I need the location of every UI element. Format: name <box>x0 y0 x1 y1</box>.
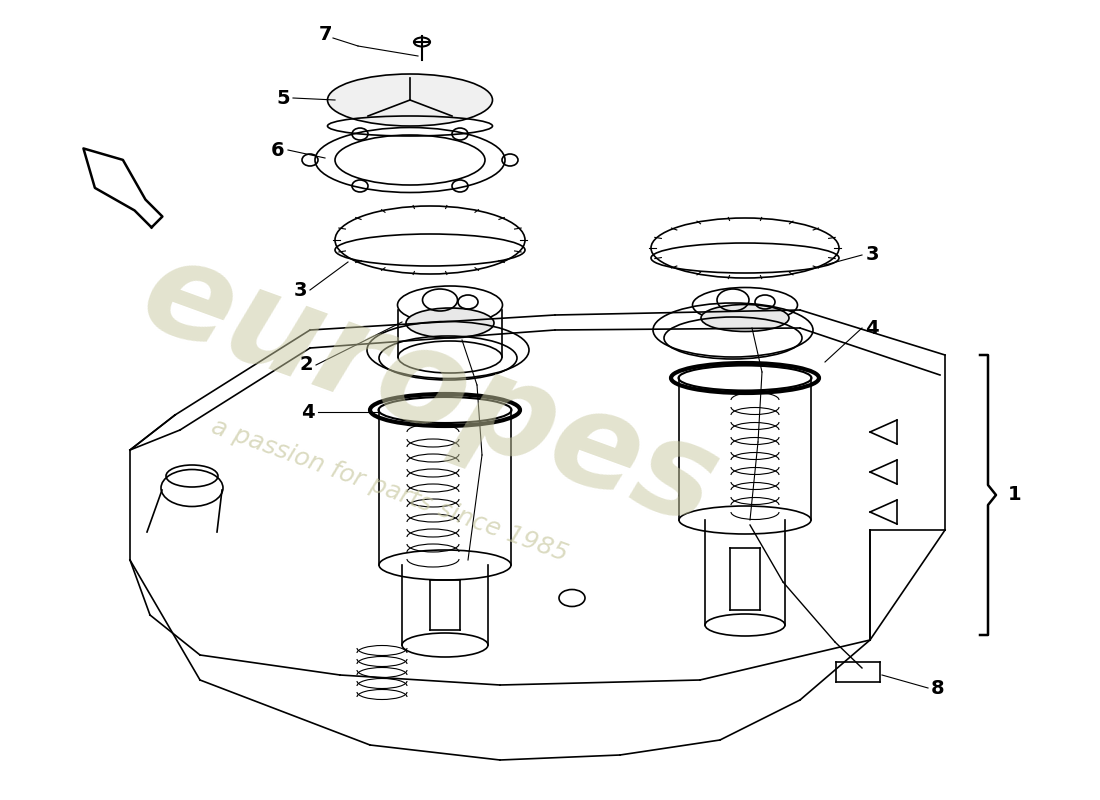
Ellipse shape <box>406 308 494 338</box>
Text: 3: 3 <box>294 281 307 299</box>
Ellipse shape <box>701 305 789 331</box>
Text: 7: 7 <box>318 26 332 45</box>
Text: 8: 8 <box>932 678 945 698</box>
Text: 1: 1 <box>1008 486 1022 505</box>
Text: europes: europes <box>125 227 735 553</box>
Text: a passion for parts since 1985: a passion for parts since 1985 <box>208 414 572 566</box>
Text: 4: 4 <box>866 318 879 338</box>
Ellipse shape <box>328 74 493 126</box>
Text: 2: 2 <box>299 355 312 374</box>
Text: 4: 4 <box>301 402 315 422</box>
Text: 3: 3 <box>866 246 879 265</box>
Text: 6: 6 <box>272 141 285 159</box>
Text: 5: 5 <box>276 89 289 107</box>
Polygon shape <box>84 149 163 227</box>
